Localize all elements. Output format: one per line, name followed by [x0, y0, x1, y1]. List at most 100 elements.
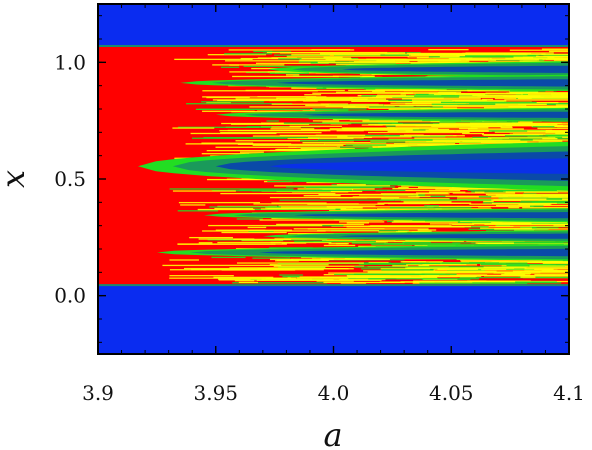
texture-streak	[417, 135, 465, 137]
texture-streak	[485, 193, 569, 196]
texture-streak	[480, 263, 569, 266]
texture-streak	[459, 127, 478, 130]
texture-streak	[364, 88, 376, 90]
texture-streak	[208, 224, 323, 227]
texture-streak	[519, 203, 552, 205]
window-inner	[338, 233, 569, 239]
texture-streak	[232, 75, 339, 78]
texture-streak	[252, 257, 291, 259]
texture-streak	[424, 205, 439, 207]
texture-streak	[369, 242, 461, 244]
texture-streak	[429, 191, 466, 193]
texture-streak	[304, 94, 322, 96]
texture-streak	[455, 93, 486, 96]
texture-streak	[440, 101, 537, 104]
texture-streak	[294, 240, 376, 243]
window-inner	[303, 111, 569, 118]
texture-streak	[430, 195, 446, 197]
texture-streak	[230, 123, 310, 125]
texture-streak	[545, 131, 569, 133]
texture-streak	[269, 264, 329, 266]
texture-streak	[481, 133, 543, 136]
texture-streak	[553, 59, 569, 61]
texture-streak	[296, 277, 424, 279]
y-tick-label: 0.0	[54, 284, 86, 308]
texture-streak	[220, 192, 336, 195]
y-tick-label: 1.0	[54, 50, 86, 74]
texture-streak	[276, 259, 329, 261]
texture-streak	[384, 144, 471, 147]
texture-streak	[508, 194, 569, 196]
texture-streak	[505, 191, 569, 193]
texture-streak	[326, 206, 434, 208]
texture-streak	[316, 280, 354, 282]
texture-streak	[411, 99, 487, 101]
texture-streak	[199, 108, 285, 110]
texture-streak	[209, 206, 281, 208]
texture-streak	[221, 231, 287, 234]
texture-streak	[422, 124, 548, 126]
texture-streak	[532, 261, 569, 263]
texture-streak	[315, 109, 349, 111]
texture-streak	[253, 50, 273, 53]
texture-streak	[202, 110, 255, 112]
texture-streak	[504, 135, 569, 137]
texture-streak	[366, 58, 488, 60]
texture-streak	[232, 282, 328, 284]
texture-streak	[177, 243, 287, 245]
texture-streak	[541, 53, 569, 56]
texture-streak	[186, 103, 293, 105]
texture-streak	[312, 120, 340, 122]
texture-streak	[332, 75, 374, 77]
texture-streak	[416, 192, 448, 194]
texture-streak	[375, 189, 461, 192]
texture-streak	[237, 143, 325, 145]
texture-streak	[423, 270, 497, 273]
texture-streak	[271, 202, 327, 204]
texture-streak	[312, 92, 413, 94]
texture-streak	[469, 262, 486, 264]
texture-streak	[482, 202, 569, 204]
texture-streak	[372, 90, 385, 92]
texture-streak	[356, 99, 425, 101]
texture-streak	[431, 125, 502, 128]
texture-streak	[555, 104, 569, 106]
heatmap-windows	[138, 61, 569, 261]
texture-streak	[459, 276, 569, 279]
texture-streak	[478, 206, 491, 208]
texture-streak	[323, 56, 343, 59]
texture-streak	[385, 135, 446, 138]
texture-streak	[522, 207, 569, 209]
texture-streak	[532, 139, 569, 141]
texture-streak	[203, 136, 320, 139]
texture-streak	[300, 148, 355, 150]
texture-streak	[336, 91, 462, 93]
texture-streak	[213, 276, 274, 279]
texture-streak	[243, 65, 320, 68]
texture-streak	[202, 230, 326, 232]
texture-streak	[377, 202, 461, 204]
texture-streak	[281, 242, 307, 244]
texture-streak	[376, 208, 442, 210]
texture-streak	[323, 244, 356, 247]
texture-streak	[496, 224, 511, 226]
texture-streak	[322, 188, 354, 191]
texture-streak	[368, 261, 389, 264]
texture-streak	[416, 195, 509, 197]
texture-streak	[469, 102, 569, 105]
texture-streak	[541, 48, 569, 50]
texture-streak	[271, 103, 332, 105]
texture-streak	[328, 243, 348, 245]
texture-streak	[477, 274, 569, 277]
texture-streak	[329, 128, 420, 130]
texture-streak	[517, 97, 532, 99]
texture-streak	[276, 97, 353, 99]
texture-streak	[203, 269, 324, 271]
texture-streak	[557, 125, 569, 128]
texture-streak	[428, 128, 450, 131]
texture-streak	[519, 60, 569, 62]
texture-streak	[452, 223, 475, 225]
texture-streak	[162, 264, 282, 267]
texture-streak	[277, 148, 362, 151]
texture-streak	[431, 103, 507, 105]
